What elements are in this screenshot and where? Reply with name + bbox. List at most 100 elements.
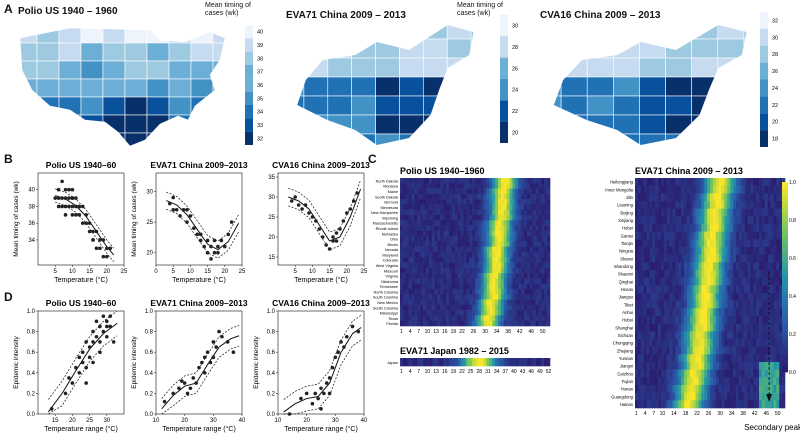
heatmap-cell: [704, 308, 708, 317]
heatmap-cell: [431, 278, 435, 285]
province-region: [399, 114, 424, 135]
heatmap-cell: [402, 199, 407, 205]
heatmap-cell: [437, 246, 441, 253]
heatmap-cell: [735, 331, 740, 340]
heatmap-cell: [437, 220, 441, 226]
heatmap-cell: [701, 208, 705, 217]
heatmap-row-label: Tibet: [624, 302, 634, 307]
heatmap-cell: [782, 178, 786, 186]
heatmap-cell: [764, 224, 768, 232]
heatmap-cell: [500, 215, 505, 221]
heatmap-cell: [524, 267, 528, 274]
heatmap-cell: [637, 185, 642, 194]
heatmap-cell: [735, 185, 740, 194]
data-point: [70, 187, 75, 192]
heatmap-cell: [675, 178, 679, 186]
heatmap-cell: [541, 304, 545, 311]
heatmap-cell: [524, 183, 528, 189]
data-point: [320, 235, 325, 239]
heatmap-cell: [500, 299, 505, 306]
heatmap-cell: [744, 185, 748, 194]
heatmap-cell: [660, 231, 665, 240]
heatmap-cell: [512, 215, 516, 221]
heatmap-cell: [469, 304, 473, 311]
heatmap-cell: [440, 267, 444, 274]
province-region: [691, 57, 719, 78]
heatmap-cell: [655, 285, 659, 294]
heatmap-cell: [434, 294, 438, 300]
us-outline: [19, 27, 226, 147]
heatmap-cell: [515, 304, 519, 311]
heatmap-cell: [681, 308, 685, 317]
heatmap-cell: [646, 346, 650, 355]
province-region: [297, 57, 305, 78]
heatmap-cell: [684, 270, 688, 278]
heatmap-cell: [779, 392, 783, 401]
heatmap-cell: [402, 257, 407, 263]
heatmap-cell: [712, 178, 717, 186]
heatmap-cell: [408, 220, 412, 226]
data-point: [219, 238, 224, 243]
heatmap-cell: [460, 273, 464, 279]
heatmap-cell: [526, 215, 531, 221]
heatmap-cell: [741, 339, 745, 347]
heatmap-cell: [457, 204, 461, 211]
heatmap-cell: [681, 231, 685, 240]
heatmap-cell: [408, 299, 412, 306]
heatmap-cell: [646, 201, 650, 209]
heatmap-cell: [449, 252, 453, 258]
heatmap-cell: [744, 208, 748, 217]
heatmap-cell: [695, 231, 699, 240]
heatmap-cell: [437, 299, 441, 306]
heatmap-cell: [712, 293, 717, 301]
colorbar-swatch: [782, 296, 788, 301]
heatmap-cell: [457, 273, 461, 279]
data-point: [334, 239, 339, 243]
heatmap-cell: [646, 339, 650, 347]
heatmap-row-label: Illinois: [387, 243, 398, 247]
heatmap-cell: [420, 299, 424, 306]
heatmap-cell: [509, 320, 513, 327]
heatmap-cell: [707, 262, 711, 271]
heatmap-cell: [753, 323, 757, 332]
province-region: [717, 57, 745, 78]
heatmap-cell: [640, 308, 644, 317]
heatmap-cell: [512, 183, 516, 189]
data-point: [185, 208, 189, 212]
heatmap-cell: [669, 354, 673, 363]
heatmap-cell: [776, 247, 780, 255]
heatmap-cell: [756, 277, 760, 286]
state-region: [102, 96, 126, 116]
heatmap-cell: [423, 257, 427, 263]
heatmap-cell: [532, 262, 536, 269]
heatmap-cell: [480, 241, 484, 248]
heatmap-cell: [686, 178, 691, 186]
colorbar-tick-label: 32: [772, 18, 778, 24]
heatmap-cell: [466, 215, 470, 221]
heatmap-cell: [428, 241, 433, 248]
heatmap-cell: [710, 300, 714, 309]
heatmap-cell: [698, 339, 702, 347]
heatmap-cell: [547, 304, 551, 311]
heatmap-cell: [538, 215, 542, 221]
data-point: [77, 204, 82, 209]
heatmap-cell: [483, 204, 487, 211]
heatmap-cell: [678, 300, 682, 309]
heatmap-cell: [686, 201, 691, 209]
heatmap-cell: [454, 315, 458, 322]
heatmap-cell: [437, 193, 441, 200]
heatmap-cell: [721, 262, 725, 271]
heatmap-cell: [715, 400, 719, 409]
heatmap-row-label: Jiangxi: [620, 364, 633, 369]
heatmap-cell: [741, 362, 745, 370]
heatmap-cell: [440, 188, 444, 195]
state-region: [124, 96, 148, 116]
heatmap-cell: [681, 239, 685, 248]
heatmap-cell: [655, 354, 659, 363]
heatmap-cell: [405, 225, 409, 232]
heatmap-cell: [715, 193, 719, 202]
heatmap-cell: [503, 252, 508, 258]
colorbar-swatch: [782, 265, 788, 270]
heatmap-cell: [480, 262, 484, 269]
heatmap-cell: [526, 299, 531, 306]
